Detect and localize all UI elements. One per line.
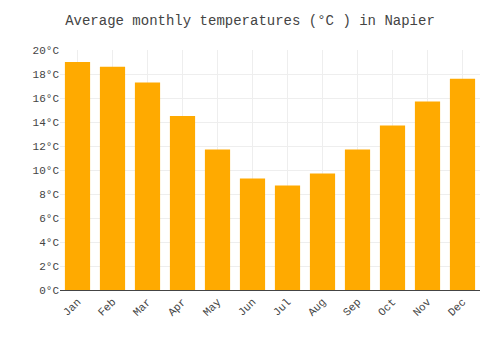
svg-text:2°C: 2°C <box>39 261 59 273</box>
svg-text:8°C: 8°C <box>39 189 59 201</box>
svg-text:20°C: 20°C <box>33 45 60 57</box>
svg-text:Jun: Jun <box>236 296 258 318</box>
svg-text:Jul: Jul <box>271 296 293 318</box>
svg-text:Dec: Dec <box>446 296 468 318</box>
svg-text:12°C: 12°C <box>33 141 60 153</box>
svg-text:14°C: 14°C <box>33 117 60 129</box>
svg-text:Aug: Aug <box>306 296 328 318</box>
svg-text:May: May <box>201 296 224 319</box>
svg-text:Oct: Oct <box>376 296 398 318</box>
svg-text:Mar: Mar <box>131 296 153 318</box>
svg-text:Apr: Apr <box>166 296 188 318</box>
svg-text:Nov: Nov <box>411 296 434 319</box>
svg-text:Feb: Feb <box>96 296 118 318</box>
svg-text:0°C: 0°C <box>39 285 59 297</box>
svg-text:Average monthly temperatures (: Average monthly temperatures (°C ) in Na… <box>65 13 435 29</box>
svg-text:4°C: 4°C <box>39 237 59 249</box>
svg-text:18°C: 18°C <box>33 69 60 81</box>
svg-text:Sep: Sep <box>341 296 363 318</box>
svg-text:16°C: 16°C <box>33 93 60 105</box>
svg-text:Jan: Jan <box>61 296 83 318</box>
svg-text:6°C: 6°C <box>39 213 59 225</box>
svg-text:10°C: 10°C <box>33 165 60 177</box>
